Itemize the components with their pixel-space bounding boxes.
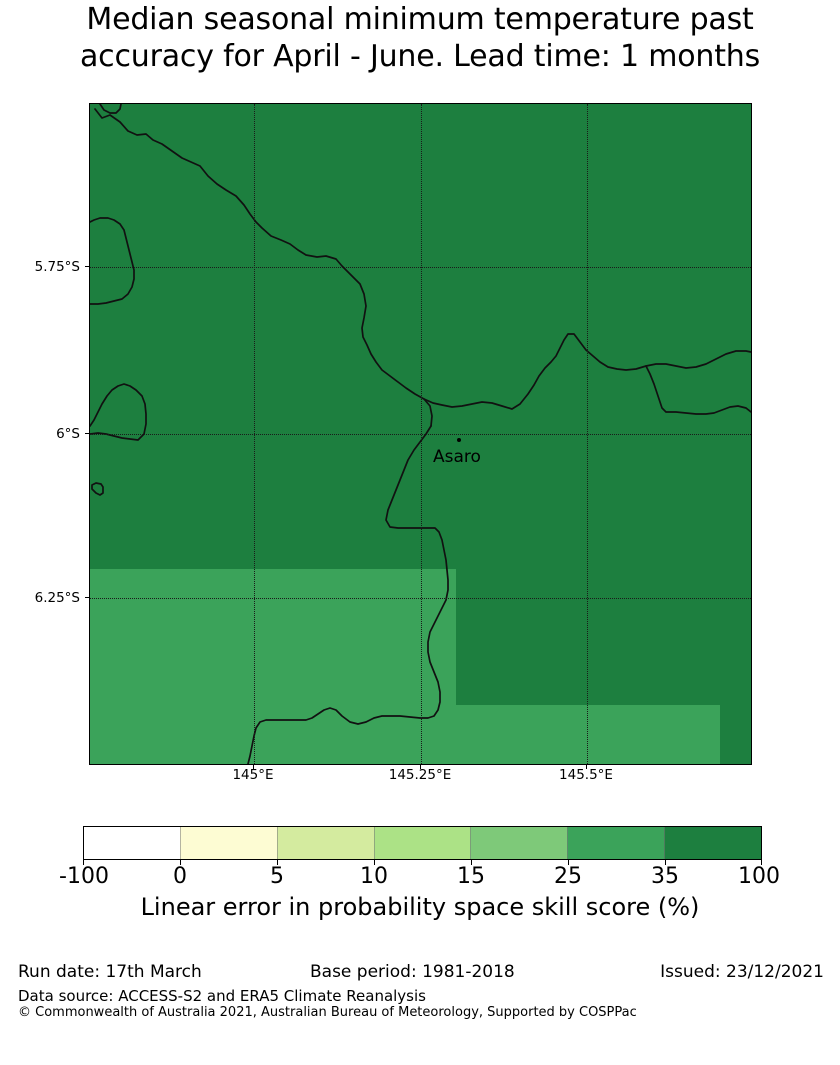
page-title-line-2: accuracy for April - June. Lead time: 1 … xyxy=(80,39,760,74)
colorbar-tick-label-0: 0 xyxy=(173,864,187,889)
colorbar-tick xyxy=(665,860,666,865)
gridline-lat-5.75S xyxy=(90,267,751,268)
colorbar-segment-3 xyxy=(373,827,471,859)
colorbar-tick-label-10: 10 xyxy=(360,864,388,889)
boundary-north xyxy=(94,108,433,427)
xtick-label-145E: 145°E xyxy=(232,767,274,783)
colorbar-title: Linear error in probability space skill … xyxy=(140,893,700,921)
ytick-mark xyxy=(85,433,89,434)
gridline-lon-145.25E xyxy=(421,104,422,764)
ytick-label-5.75S: 5.75°S xyxy=(34,259,80,275)
ytick-mark xyxy=(85,597,89,598)
coastline-east xyxy=(645,365,751,415)
gridline-lat-6S xyxy=(90,434,751,435)
city-dot-marker xyxy=(457,438,461,442)
coastline-west xyxy=(90,217,135,305)
skill-score-raster xyxy=(90,104,751,764)
colorbar[interactable]: -100 0 5 10 15 25 35 100 xyxy=(59,826,780,889)
colorbar-gradient[interactable] xyxy=(83,826,762,860)
colorbar-segment-5 xyxy=(567,827,665,859)
boundary-central xyxy=(247,425,449,764)
coastline-overlay xyxy=(90,104,751,764)
gridline-lon-145E xyxy=(254,104,255,764)
xtick-mark xyxy=(586,765,587,769)
map-plot-area[interactable]: Asaro xyxy=(89,103,752,765)
coastline-topleft xyxy=(99,104,122,114)
xtick-label-145.5E: 145.5°E xyxy=(559,767,613,783)
colorbar-tick xyxy=(180,860,181,865)
colorbar-tick xyxy=(568,860,569,865)
colorbar-segment-2 xyxy=(276,827,374,859)
page-title-line-1: Median seasonal minimum temperature past xyxy=(86,2,754,37)
footer-base-period: Base period: 1981-2018 xyxy=(310,962,515,982)
colorbar-tick xyxy=(83,860,84,865)
raster-cell xyxy=(456,705,720,764)
raster-cell xyxy=(90,569,456,669)
xtick-label-145.25E: 145.25°E xyxy=(388,767,452,783)
footer-copyright: © Commonwealth of Australia 2021, Austra… xyxy=(18,1005,637,1020)
page-title: Median seasonal minimum temperature past… xyxy=(0,0,840,75)
colorbar-tick-label-15: 15 xyxy=(457,864,485,889)
colorbar-tick-label-5: 5 xyxy=(270,864,284,889)
ytick-label-6.25S: 6.25°S xyxy=(34,590,80,606)
colorbar-tick-label-minus100: -100 xyxy=(59,864,109,889)
xtick-mark xyxy=(420,765,421,769)
raster-cell xyxy=(456,569,751,669)
footer-run-date: Run date: 17th March xyxy=(18,962,202,982)
footer-issued-date: Issued: 23/12/2021 xyxy=(660,962,824,982)
footer-data-source: Data source: ACCESS-S2 and ERA5 Climate … xyxy=(18,987,426,1005)
raster-cell xyxy=(90,104,751,569)
boundary-east xyxy=(423,333,751,410)
city-label-asaro: Asaro xyxy=(433,447,481,467)
boundary-west xyxy=(90,383,147,441)
ytick-mark xyxy=(85,266,89,267)
xtick-mark xyxy=(253,765,254,769)
ytick-label-6S: 6°S xyxy=(56,426,80,442)
colorbar-tick xyxy=(471,860,472,865)
colorbar-tick xyxy=(277,860,278,865)
gridline-lat-6.25S xyxy=(90,598,751,599)
colorbar-segment-0 xyxy=(84,827,180,859)
footer-metadata-row: Run date: 17th March Base period: 1981-2… xyxy=(0,962,840,984)
colorbar-segment-4 xyxy=(470,827,568,859)
coastline-islet xyxy=(91,482,104,496)
colorbar-segment-6 xyxy=(664,827,762,859)
colorbar-tick-label-25: 25 xyxy=(554,864,582,889)
colorbar-segment-1 xyxy=(179,827,277,859)
colorbar-tick xyxy=(761,860,762,865)
colorbar-tick-label-35: 35 xyxy=(651,864,679,889)
colorbar-tick xyxy=(374,860,375,865)
gridline-lon-145.5E xyxy=(587,104,588,764)
colorbar-tick-label-100: 100 xyxy=(738,864,780,889)
